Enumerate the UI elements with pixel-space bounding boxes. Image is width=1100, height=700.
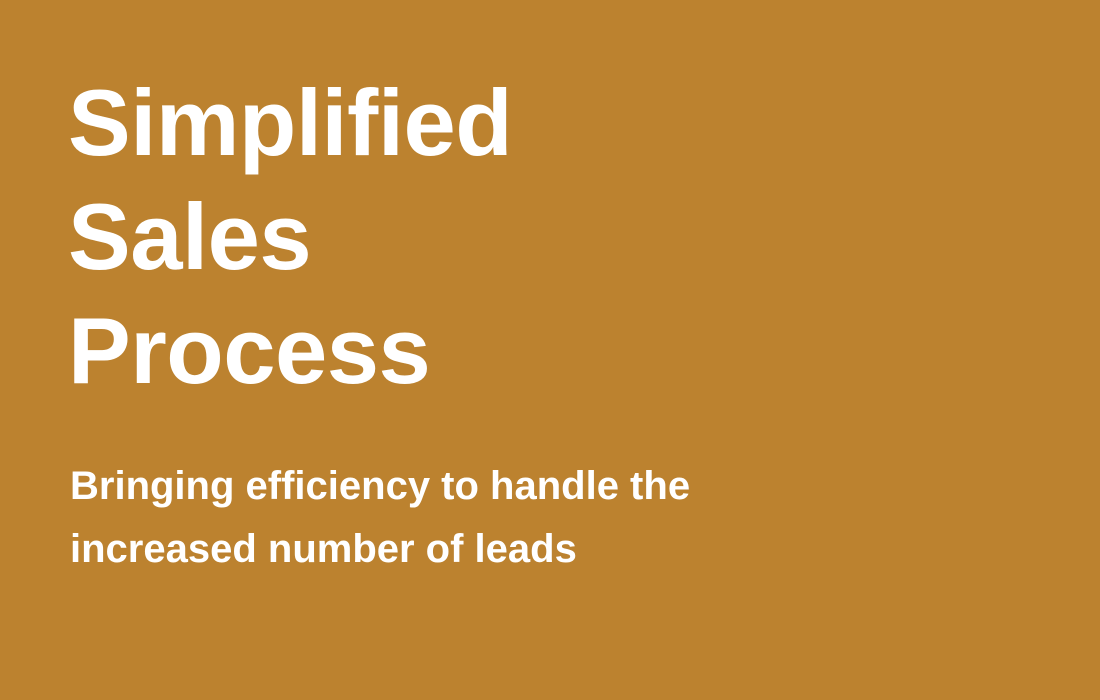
title-line: Sales — [68, 184, 312, 289]
slide-title: Simplified Sales Process — [68, 66, 513, 408]
subtitle-line: increased number of leads — [70, 527, 577, 571]
title-line: Process — [68, 298, 431, 403]
slide-subtitle: Bringing efficiency to handle the increa… — [70, 455, 690, 581]
subtitle-line: Bringing efficiency to handle the — [70, 464, 691, 508]
title-line: Simplified — [68, 70, 513, 175]
